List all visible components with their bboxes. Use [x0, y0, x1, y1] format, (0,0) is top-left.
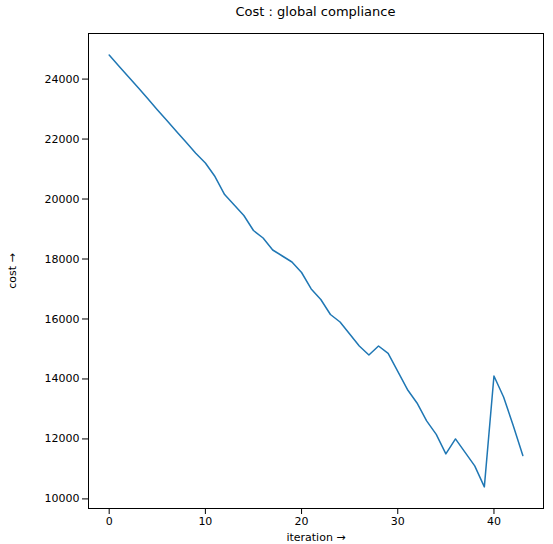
svg-text:40: 40 — [487, 515, 501, 528]
svg-text:10: 10 — [198, 515, 212, 528]
svg-text:16000: 16000 — [45, 312, 80, 325]
svg-text:10000: 10000 — [45, 492, 80, 505]
svg-text:18000: 18000 — [45, 253, 80, 266]
svg-text:0: 0 — [106, 515, 113, 528]
svg-text:14000: 14000 — [45, 372, 80, 385]
svg-text:24000: 24000 — [45, 73, 80, 86]
svg-text:20: 20 — [295, 515, 309, 528]
svg-text:12000: 12000 — [45, 432, 80, 445]
svg-text:30: 30 — [391, 515, 405, 528]
svg-text:20000: 20000 — [45, 193, 80, 206]
svg-text:iteration →: iteration → — [286, 531, 345, 544]
svg-text:cost →: cost → — [6, 253, 19, 289]
html-text:Cost : global compliance: Cost : global compliance — [235, 4, 396, 19]
svg-text:22000: 22000 — [45, 133, 80, 146]
